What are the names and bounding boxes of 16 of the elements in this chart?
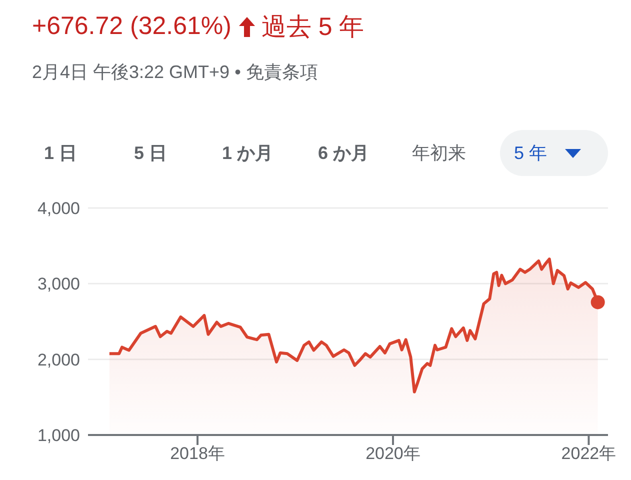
text: 6 か月: [318, 142, 370, 165]
text: 1 か月: [222, 142, 274, 165]
y-tick-label: 2,000: [37, 350, 80, 370]
y-tick-label: 4,000: [37, 199, 80, 218]
y-tick-label: 3,000: [37, 274, 80, 294]
y-tick-label: 1,000: [37, 426, 80, 446]
text: 5 日: [134, 142, 168, 165]
text: 5 年: [514, 142, 548, 165]
x-tick-label: 2022年: [561, 444, 616, 464]
chart-subtitle: 2月4日 午後3:22 GMT+9 • 免責条項: [32, 61, 318, 84]
chart-title: +676.72 (32.61%): [32, 12, 232, 41]
text: 1 日: [44, 142, 78, 165]
x-tick-label: 2020年: [366, 444, 420, 464]
x-tick-label: 2018年: [170, 444, 225, 464]
text: 年初来: [412, 142, 466, 165]
text: 過去 5 年: [261, 12, 364, 43]
